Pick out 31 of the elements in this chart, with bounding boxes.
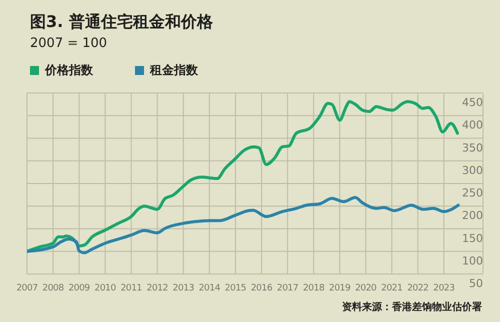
x-tick-label: 2010: [94, 283, 116, 294]
x-tick-label: 2011: [120, 283, 142, 294]
x-tick-label: 2021: [381, 283, 402, 294]
x-tick-label: 2013: [172, 283, 194, 294]
y-tick-label: 450: [462, 96, 483, 109]
x-tick-label: 2017: [276, 283, 298, 294]
y-tick-label: 150: [462, 232, 483, 245]
y-tick-label: 200: [462, 209, 483, 222]
chart-title: 图3. 普通住宅租金和价格: [30, 12, 213, 33]
x-tick-label: 2023: [433, 283, 455, 294]
x-tick-label: 2015: [224, 283, 246, 294]
y-tick-label: 350: [462, 141, 483, 154]
y-tick-label: 50: [469, 277, 483, 290]
x-tick-label: 2009: [68, 283, 90, 294]
y-tick-label: 100: [462, 254, 483, 268]
x-tick-label: 2012: [146, 283, 168, 294]
x-tick-label: 2019: [329, 283, 352, 294]
text: 资料来源：香港差饷物业估价署: [342, 300, 482, 314]
x-tick-label: 2007: [16, 283, 38, 294]
legend-label: 租金指数: [150, 62, 198, 79]
legend-label: 价格指数: [45, 62, 93, 79]
chart-subtitle: 2007 = 100: [30, 36, 108, 51]
x-tick-label: 2018: [302, 283, 325, 294]
x-tick-label: 2016: [250, 283, 273, 294]
x-tick-label: 2022: [407, 283, 429, 294]
x-tick-label: 2008: [42, 283, 64, 294]
y-tick-label: 400: [462, 118, 483, 132]
x-tick-label: 2020: [355, 283, 378, 294]
y-tick-label: 250: [462, 186, 483, 200]
x-tick-label: 2014: [198, 283, 221, 294]
y-tick-label: 300: [462, 164, 483, 177]
